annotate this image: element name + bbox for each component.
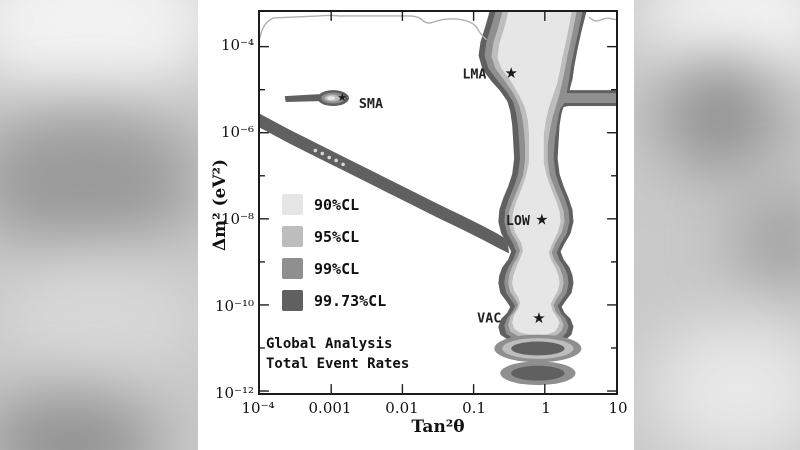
legend-swatch-95cl <box>282 226 303 247</box>
vac-bead-core <box>511 341 565 356</box>
y-axis-title: Δm² (eV²) <box>210 158 230 252</box>
analysis-notes: Global Analysis Total Event Rates <box>266 334 409 374</box>
legend-label-9973cl: 99.73%CL <box>314 291 387 310</box>
background-blur-blob <box>0 0 220 100</box>
note-global-analysis: Global Analysis <box>266 336 393 352</box>
legend-swatch-90cl <box>282 194 303 215</box>
band-specks <box>313 148 345 167</box>
vac-bottom-bead-core <box>511 365 565 381</box>
legend-label-90cl: 90%CL <box>314 195 360 214</box>
axis-ticks <box>260 12 616 393</box>
contour-region-90cl <box>497 12 572 336</box>
background-blur-blob <box>735 190 800 290</box>
background-blur-blob <box>660 60 780 170</box>
x-tick-label: 10⁻⁴ <box>241 399 275 417</box>
legend-row-99cl: 99%CL <box>282 258 386 279</box>
star-icon-sma: ★ <box>337 91 347 104</box>
y-tick-label: 10⁻⁶ <box>220 123 254 141</box>
label-sma: SMA <box>359 97 383 112</box>
legend: 90%CL 95%CL 99%CL 99.73%CL <box>282 194 386 322</box>
top-contour-line <box>260 14 487 41</box>
plot-frame: ★ ★ ★ ★ LMA SMA LOW VAC <box>258 10 618 395</box>
star-icon-lma: ★ <box>505 65 518 82</box>
legend-label-95cl: 95%CL <box>314 227 360 246</box>
x-tick-label: 0.01 <box>385 399 419 417</box>
x-tick-label: 0.001 <box>308 399 352 417</box>
note-total-event-rates: Total Event Rates <box>266 356 410 372</box>
background-blur-blob <box>650 320 800 450</box>
y-tick-label: 10⁻¹² <box>214 384 254 402</box>
y-tick-label: 10⁻¹⁰ <box>214 297 254 315</box>
label-vac: VAC <box>477 312 501 327</box>
legend-swatch-9973cl <box>282 290 303 311</box>
legend-swatch-99cl <box>282 258 303 279</box>
legend-row-95cl: 95%CL <box>282 226 386 247</box>
figure-panel: ★ ★ ★ ★ LMA SMA LOW VAC 10⁻⁴ 10⁻⁶ 10⁻⁸ 1… <box>198 0 634 450</box>
top-contour-line-right <box>588 16 616 22</box>
background-blur-blob <box>0 110 200 250</box>
label-lma: LMA <box>462 67 486 82</box>
background-blur-blob <box>0 260 200 380</box>
x-tick-label: 0.1 <box>462 399 486 417</box>
y-tick-label: 10⁻⁸ <box>220 210 254 228</box>
legend-row-90cl: 90%CL <box>282 194 386 215</box>
x-tick-label: 1 <box>541 399 551 417</box>
label-low: LOW <box>506 214 531 229</box>
x-tick-label: 10 <box>608 399 628 417</box>
star-icon-low: ★ <box>535 211 548 228</box>
contour-diagonal-band <box>260 113 510 254</box>
star-icon-vac: ★ <box>532 310 545 327</box>
contour-plot: ★ ★ ★ ★ LMA SMA LOW VAC <box>260 12 616 393</box>
x-axis-title: Tan²θ <box>411 417 465 437</box>
y-tick-label: 10⁻⁴ <box>220 36 254 54</box>
sma-contour-90 <box>327 96 336 101</box>
sma-streak <box>284 94 322 103</box>
legend-row-9973cl: 99.73%CL <box>282 290 386 311</box>
background-blur-blob <box>0 395 160 450</box>
legend-label-99cl: 99%CL <box>314 259 360 278</box>
